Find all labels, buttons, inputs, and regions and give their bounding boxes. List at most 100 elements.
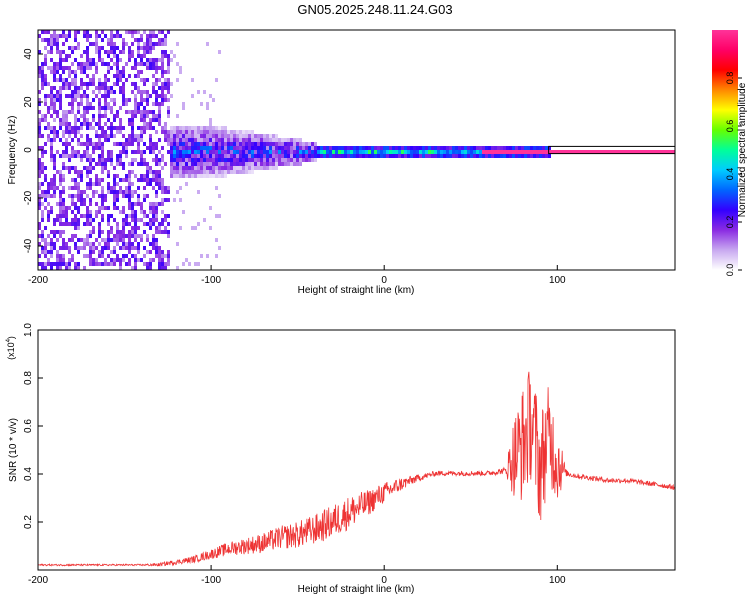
spectrogram-cell: [119, 162, 122, 166]
spectrogram-cell: [95, 30, 98, 34]
spectrogram-cell: [164, 86, 167, 90]
spectrogram-cell: [359, 150, 362, 154]
spectrogram-cell: [311, 142, 314, 146]
spectrogram-cell: [140, 94, 143, 98]
spectrogram-cell: [152, 74, 155, 78]
spectrogram-cell: [155, 98, 158, 102]
spectrogram-cell: [140, 78, 143, 82]
spectrogram-ytick-label: -20: [23, 190, 34, 205]
spectrogram-cell: [164, 50, 167, 54]
spectrogram-cell: [461, 146, 464, 150]
spectrogram-cell: [155, 94, 158, 98]
spectrogram-cell: [116, 182, 119, 186]
spectrogram-cell: [146, 122, 149, 126]
spectrogram-cell: [257, 138, 260, 142]
spectrogram-cell: [224, 134, 227, 138]
spectrogram-cell: [143, 158, 146, 162]
spectrogram-cell: [113, 54, 116, 58]
spectrogram-cell: [86, 214, 89, 218]
spectrogram-cell: [161, 86, 164, 90]
spectrogram-cell: [113, 178, 116, 182]
spectrogram-cell: [200, 154, 203, 158]
spectrogram-cell: [77, 218, 80, 222]
spectrogram-cell: [176, 62, 179, 66]
spectrogram-cell: [164, 190, 167, 194]
spectrogram-cell: [248, 138, 251, 142]
spectrogram-cell: [53, 130, 56, 134]
spectrogram-cell: [161, 146, 164, 150]
spectrogram-cell: [77, 138, 80, 142]
spectrogram-cell: [275, 142, 278, 146]
spectrogram-cell: [212, 146, 215, 150]
spectrogram-cell: [224, 170, 227, 174]
spectrogram-cell: [221, 138, 224, 142]
spectrogram-cell: [56, 38, 59, 42]
spectrogram-cell: [224, 162, 227, 166]
snr-ytick-label: 0.8: [23, 371, 34, 385]
spectrogram-cell: [125, 78, 128, 82]
spectrogram-cell: [50, 206, 53, 210]
spectrogram-cell: [47, 110, 50, 114]
spectrogram-cell: [245, 130, 248, 134]
spectrogram-cell: [83, 202, 86, 206]
spectrogram-cell: [434, 150, 437, 154]
spectrogram-cell: [152, 114, 155, 118]
spectrogram-cell: [155, 206, 158, 210]
spectrogram-cell: [41, 78, 44, 82]
spectrogram-cell: [215, 142, 218, 146]
spectrogram-cell: [206, 158, 209, 162]
spectrogram-cell: [98, 206, 101, 210]
spectrogram-cell: [59, 234, 62, 238]
spectrogram-cell: [230, 162, 233, 166]
spectrogram-cell: [308, 154, 311, 158]
spectrogram-cell: [41, 134, 44, 138]
spectrogram-cell: [44, 62, 47, 66]
spectrogram-cell: [98, 262, 101, 266]
spectrogram-cell: [83, 166, 86, 170]
spectrogram-cell: [86, 222, 89, 226]
spectrogram-cell: [506, 154, 509, 158]
spectrogram-cell: [41, 86, 44, 90]
spectrogram-cell: [89, 210, 92, 214]
spectrogram-cell: [83, 122, 86, 126]
spectrogram-cell: [95, 238, 98, 242]
spectrogram-cell: [80, 214, 83, 218]
spectrogram-cell: [248, 158, 251, 162]
spectrogram-cell: [68, 86, 71, 90]
spectrogram-cell: [176, 162, 179, 166]
spectrogram-cell: [299, 158, 302, 162]
spectrogram-cell: [194, 138, 197, 142]
spectrogram-cell: [152, 62, 155, 66]
spectrogram-cell: [278, 154, 281, 158]
spectrogram-cell: [152, 146, 155, 150]
spectrogram-cell: [98, 210, 101, 214]
spectrogram-cell: [86, 238, 89, 242]
spectrogram-cell: [41, 238, 44, 242]
spectrogram-cell: [185, 142, 188, 146]
spectrogram-cell: [47, 190, 50, 194]
spectrogram-cell: [155, 34, 158, 38]
spectrogram-cell: [86, 94, 89, 98]
spectrogram-cell: [62, 186, 65, 190]
spectrogram-cell: [167, 98, 170, 102]
spectrogram-cell: [185, 130, 188, 134]
spectrogram-cell: [509, 150, 512, 154]
spectrogram-cell: [182, 134, 185, 138]
spectrogram-cell: [50, 242, 53, 246]
spectrogram-cell: [110, 250, 113, 254]
spectrogram-cell: [80, 178, 83, 182]
spectrogram-cell: [77, 194, 80, 198]
spectrogram-cell: [221, 134, 224, 138]
spectrogram-cell: [110, 130, 113, 134]
spectrogram-cell: [200, 174, 203, 178]
spectrogram-cell: [185, 166, 188, 170]
spectrogram-cell: [539, 150, 542, 154]
spectrogram-cell: [476, 146, 479, 150]
spectrogram-cell: [65, 126, 68, 130]
spectrogram-cell: [50, 142, 53, 146]
spectrogram-cell: [74, 78, 77, 82]
spectrogram-cell: [53, 102, 56, 106]
spectrogram-cell: [44, 114, 47, 118]
spectrogram-xtick-label: -100: [201, 275, 221, 286]
spectrogram-cell: [248, 130, 251, 134]
